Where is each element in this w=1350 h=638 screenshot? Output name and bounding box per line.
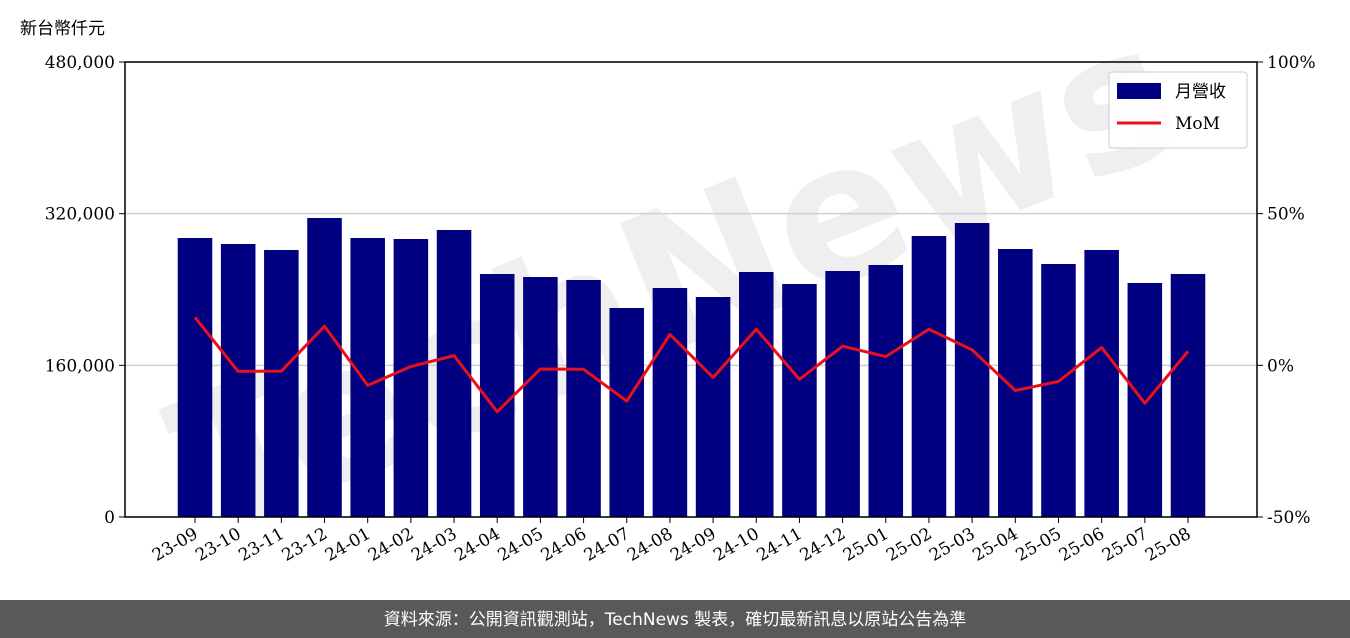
y-tick-label: 160,000 bbox=[45, 356, 115, 376]
bar bbox=[695, 296, 731, 517]
source-note: 資料來源：公開資訊觀測站，TechNews 製表，確切最新訊息以原站公告為準 bbox=[384, 610, 966, 630]
x-tick-label: 25-05 bbox=[1013, 524, 1065, 566]
bar bbox=[1127, 282, 1163, 517]
x-tick-label: 24-09 bbox=[667, 524, 719, 566]
legend-label: MoM bbox=[1175, 114, 1220, 134]
y-tick-label: 0 bbox=[104, 508, 115, 528]
x-tick-label: 24-04 bbox=[451, 524, 503, 566]
x-tick-label: 24-05 bbox=[494, 524, 546, 566]
bar bbox=[868, 264, 904, 517]
y2-tick-label: 100% bbox=[1267, 53, 1316, 73]
legend-swatch bbox=[1117, 83, 1161, 99]
bar bbox=[1041, 264, 1076, 517]
x-tick-label: 24-11 bbox=[753, 524, 805, 566]
x-tick-label: 24-02 bbox=[365, 524, 417, 566]
bar bbox=[1084, 250, 1119, 517]
bar bbox=[609, 308, 645, 517]
footer-bar bbox=[0, 600, 1350, 638]
bar bbox=[523, 276, 558, 517]
x-tick-label: 24-07 bbox=[581, 524, 633, 566]
y-axis-label: 新台幣仟元 bbox=[20, 19, 105, 39]
bar bbox=[177, 237, 213, 517]
bar bbox=[1170, 274, 1206, 517]
x-tick-label: 25-03 bbox=[926, 524, 978, 566]
line bbox=[193, 316, 1190, 414]
bar bbox=[954, 223, 990, 517]
plot-frame bbox=[124, 61, 1258, 518]
x-tick-label: 24-03 bbox=[408, 524, 460, 566]
bar bbox=[825, 270, 860, 517]
x-tick-label: 24-06 bbox=[538, 524, 590, 566]
x-tick-label: 24-12 bbox=[797, 524, 849, 566]
y2-tick-label: 50% bbox=[1267, 205, 1305, 225]
x-tick-label: 24-10 bbox=[710, 524, 762, 566]
x-tick-label: 25-01 bbox=[840, 524, 892, 566]
x-tick-label: 25-06 bbox=[1056, 524, 1108, 566]
bar bbox=[264, 250, 299, 517]
bar bbox=[436, 229, 472, 517]
bar bbox=[782, 284, 817, 517]
x-tick-label: 25-02 bbox=[883, 524, 935, 566]
bar bbox=[220, 244, 256, 517]
bar bbox=[911, 235, 947, 518]
x-tick-label: 25-08 bbox=[1142, 524, 1194, 566]
bar bbox=[307, 217, 342, 517]
bar bbox=[738, 272, 774, 517]
x-tick-label: 25-04 bbox=[969, 524, 1021, 566]
x-tick-label: 25-07 bbox=[1099, 524, 1151, 566]
y-tick-label: 480,000 bbox=[45, 53, 115, 73]
legend-label: 月營收 bbox=[1175, 82, 1226, 102]
x-tick-label: 24-08 bbox=[624, 524, 676, 566]
y2-tick-label: 0% bbox=[1267, 356, 1294, 376]
bar bbox=[393, 239, 429, 517]
x-tick-label: 23-09 bbox=[149, 524, 201, 566]
bar bbox=[998, 248, 1033, 517]
y2-tick-label: -50% bbox=[1267, 508, 1311, 528]
bar bbox=[350, 237, 385, 517]
y-tick-label: 320,000 bbox=[45, 205, 115, 225]
bar bbox=[566, 280, 601, 517]
bar bbox=[652, 288, 688, 517]
